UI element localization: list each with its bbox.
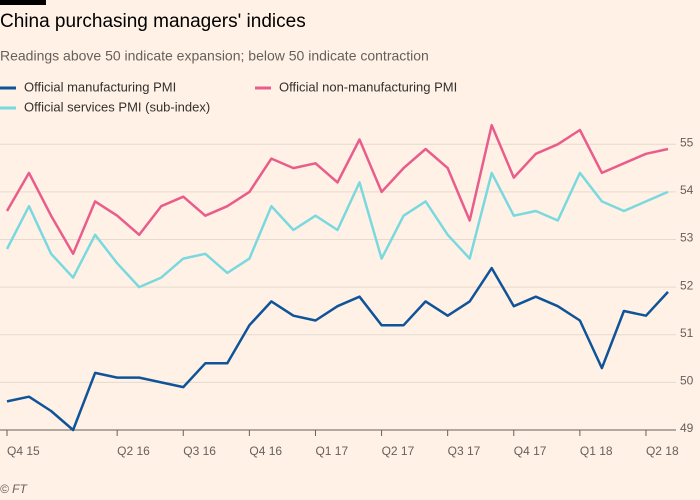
y-tick-label: 55	[680, 135, 694, 149]
x-tick-label: Q1 18	[580, 444, 613, 458]
brand-bar	[0, 0, 46, 5]
x-tick-label: Q1 17	[315, 444, 348, 458]
y-tick-label: 52	[680, 278, 694, 292]
legend-label: Official manufacturing PMI	[24, 79, 176, 94]
chart-subtitle: Readings above 50 indicate expansion; be…	[0, 48, 429, 64]
y-tick-label: 50	[680, 374, 694, 388]
series-line	[5, 123, 669, 256]
y-tick-label: 51	[680, 326, 694, 340]
x-tick-label: Q2 18	[646, 444, 679, 458]
source: © FT	[0, 482, 29, 496]
y-tick-label: 49	[680, 421, 694, 435]
series-line	[5, 171, 669, 289]
legend-label: Official services PMI (sub-index)	[24, 99, 210, 114]
y-tick-label: 53	[680, 231, 694, 245]
x-tick-label: Q4 17	[514, 444, 547, 458]
x-tick-label: Q2 17	[382, 444, 415, 458]
x-tick-label: Q3 16	[183, 444, 216, 458]
x-tick-label: Q4 16	[249, 444, 282, 458]
x-tick-label: Q2 16	[117, 444, 150, 458]
y-tick-label: 54	[680, 183, 694, 197]
x-tick-label: Q3 17	[448, 444, 481, 458]
series-line	[6, 266, 669, 432]
chart-title: China purchasing managers' indices	[0, 11, 306, 32]
x-tick-label: Q4 15	[7, 444, 40, 458]
legend-label: Official non-manufacturing PMI	[279, 79, 457, 94]
